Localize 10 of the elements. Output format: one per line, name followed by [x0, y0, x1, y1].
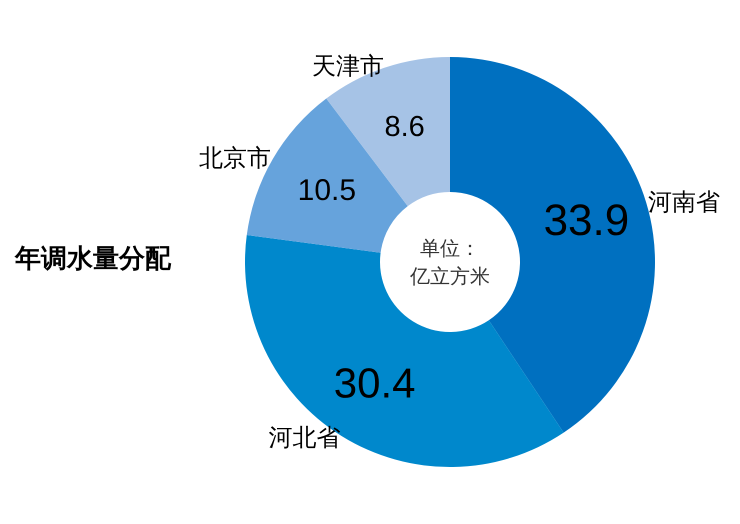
text: 单位：亿立方米 — [409, 236, 490, 288]
data-label: 33.9 — [544, 196, 630, 246]
data-label: 8.6 — [384, 110, 425, 143]
slice-label: 河北省 — [268, 424, 340, 452]
text: 年调水量分配 — [14, 244, 172, 274]
data-label: 10.5 — [298, 174, 356, 207]
data-label: 30.4 — [334, 359, 416, 406]
slice-label: 北京市 — [199, 144, 272, 172]
slice-label: 天津市 — [312, 52, 384, 80]
slice-label: 河南省 — [648, 188, 720, 216]
